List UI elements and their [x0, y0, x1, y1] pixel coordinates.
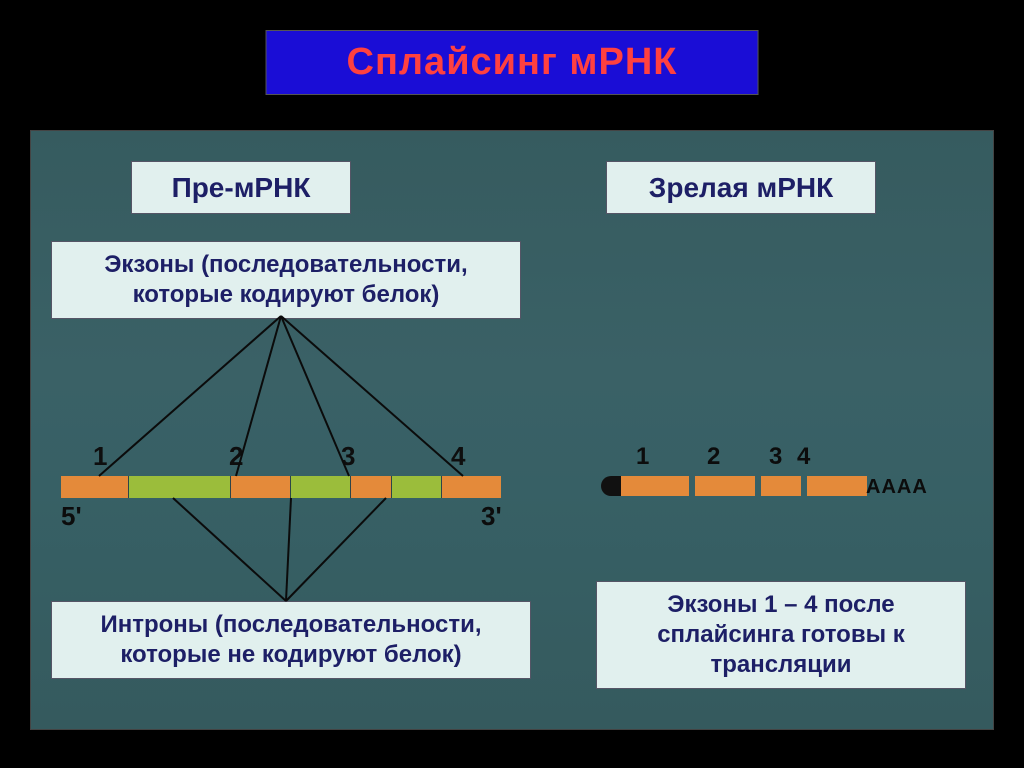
exon-segment — [231, 476, 291, 498]
mature-exon-segment — [761, 476, 801, 496]
pre-exon-number-4: 4 — [451, 441, 465, 472]
label-pre-mrna: Пре-мРНК — [131, 161, 351, 214]
mature-exon-segment — [621, 476, 689, 496]
intron-segment — [129, 476, 231, 498]
poly-a-tail: AAAA — [866, 476, 928, 499]
mrna-cap-icon — [601, 476, 621, 496]
label-introns: Интроны (последовательности, которые не … — [51, 601, 531, 679]
five-prime-end: 5' — [61, 501, 82, 532]
diagram-area: Пре-мРНК Зрелая мРНК Экзоны (последовате… — [30, 130, 994, 730]
pre-mrna-strip — [61, 476, 501, 498]
mature-exon-number-2: 2 — [707, 443, 720, 471]
three-prime-end: 3' — [481, 501, 502, 532]
pre-exon-number-2: 2 — [229, 441, 243, 472]
label-mature-mrna: Зрелая мРНК — [606, 161, 876, 214]
pre-exon-number-3: 3 — [341, 441, 355, 472]
exon-segment — [442, 476, 501, 498]
label-exons: Экзоны (последовательности, которые коди… — [51, 241, 521, 319]
pre-exon-number-1: 1 — [93, 441, 107, 472]
label-ready: Экзоны 1 – 4 после сплайсинга готовы к т… — [596, 581, 966, 689]
mature-exon-number-4: 4 — [797, 443, 810, 471]
mature-exon-number-1: 1 — [636, 443, 649, 471]
mature-exon-segment — [695, 476, 755, 496]
title-bar: Сплайсинг мРНК — [266, 30, 759, 95]
slide: Сплайсинг мРНК Пре-мРНК Зрелая мРНК Экзо… — [0, 0, 1024, 768]
mature-exon-number-3: 3 — [769, 443, 782, 471]
intron-segment — [392, 476, 442, 498]
exon-segment — [61, 476, 129, 498]
slide-title: Сплайсинг мРНК — [347, 41, 678, 83]
intron-segment — [291, 476, 351, 498]
exon-segment — [351, 476, 391, 498]
mature-exon-segment — [807, 476, 867, 496]
mature-mrna-strip — [621, 476, 867, 496]
